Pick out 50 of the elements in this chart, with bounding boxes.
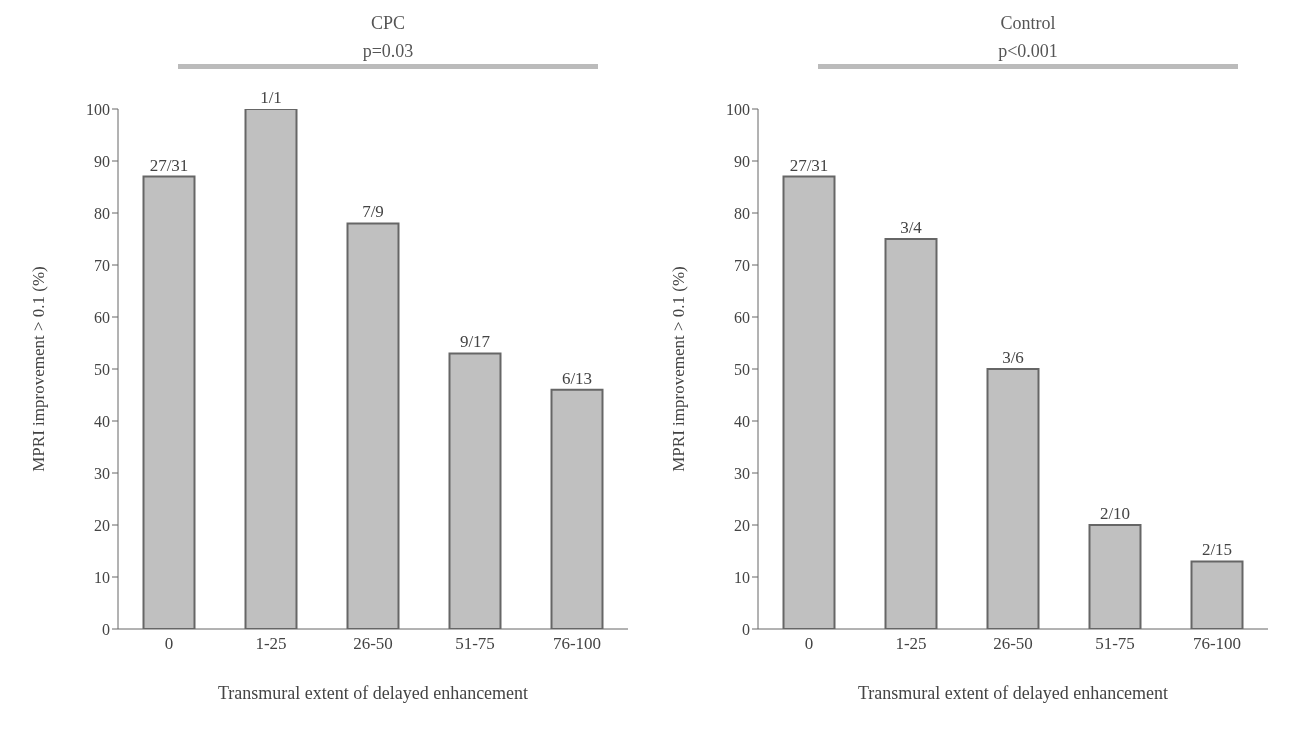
y-tick-label: 50	[94, 360, 110, 378]
x-tick-label: 26-50	[353, 634, 393, 654]
x-tick-label: 1-25	[895, 634, 927, 654]
y-tick-label: 60	[734, 308, 750, 326]
y-tick-label: 70	[94, 256, 110, 274]
annotation: 3/6	[1002, 348, 1024, 367]
x-tick-label: 76-100	[552, 634, 602, 654]
y-tick-label: 40	[94, 412, 110, 430]
y-tick-label: 100	[86, 100, 110, 118]
annotation: 27/31	[789, 155, 829, 175]
y-tick-label: 30	[94, 464, 110, 482]
y-tick-label: 20	[94, 516, 110, 534]
annotation: 3/4	[900, 218, 923, 237]
chart-subtitle: p<0.001	[997, 40, 1059, 63]
y-tick-label: 80	[734, 204, 750, 222]
y-tick-label: 0	[742, 620, 750, 638]
chart-title: Control	[999, 12, 1057, 35]
y-tick-label: 60	[94, 308, 110, 326]
y-tick-label: 70	[734, 256, 750, 274]
y-tick-label: 0	[102, 620, 110, 638]
y-tick-label: 30	[734, 464, 750, 482]
annotation: 2/15	[1201, 540, 1233, 560]
x-tick-label: 1-25	[255, 634, 287, 654]
y-tick-label: 10	[734, 568, 750, 586]
y-tick-label: 100	[726, 100, 750, 118]
y-tick-label: 90	[94, 152, 110, 170]
annotation: 2/10	[1099, 504, 1131, 523]
annotation: 7/9	[362, 202, 384, 222]
y-tick-label: 20	[734, 516, 750, 534]
x-axis-title: Transmural extent of delayed enhancement	[857, 683, 1169, 703]
y-tick-label: 10	[94, 568, 110, 586]
y-axis-title: MPRI improvement > 0.1 (%)	[669, 266, 689, 472]
x-tick-label: 26-50	[993, 634, 1033, 654]
x-tick-label: 0	[164, 634, 174, 654]
y-tick-label: 80	[94, 204, 110, 222]
annotation: 9/17	[459, 332, 491, 352]
chart-subtitle: p=0.03	[361, 40, 415, 63]
x-tick-label: 76-100	[1192, 634, 1242, 654]
y-axis-title: MPRI improvement > 0.1 (%)	[29, 266, 49, 472]
y-tick-label: 90	[734, 152, 750, 170]
annotation: 1/1	[260, 88, 282, 107]
chart-title: CPC	[370, 12, 406, 35]
annotation: 6/13	[561, 368, 593, 388]
x-axis-title: Transmural extent of delayed enhancement	[217, 683, 529, 703]
x-tick-label: 0	[804, 634, 814, 654]
y-tick-label: 40	[734, 412, 750, 430]
annotation: 27/31	[149, 155, 189, 175]
y-tick-label: 50	[734, 360, 750, 378]
x-tick-label: 51-75	[455, 634, 495, 654]
x-tick-label: 51-75	[1095, 634, 1135, 654]
